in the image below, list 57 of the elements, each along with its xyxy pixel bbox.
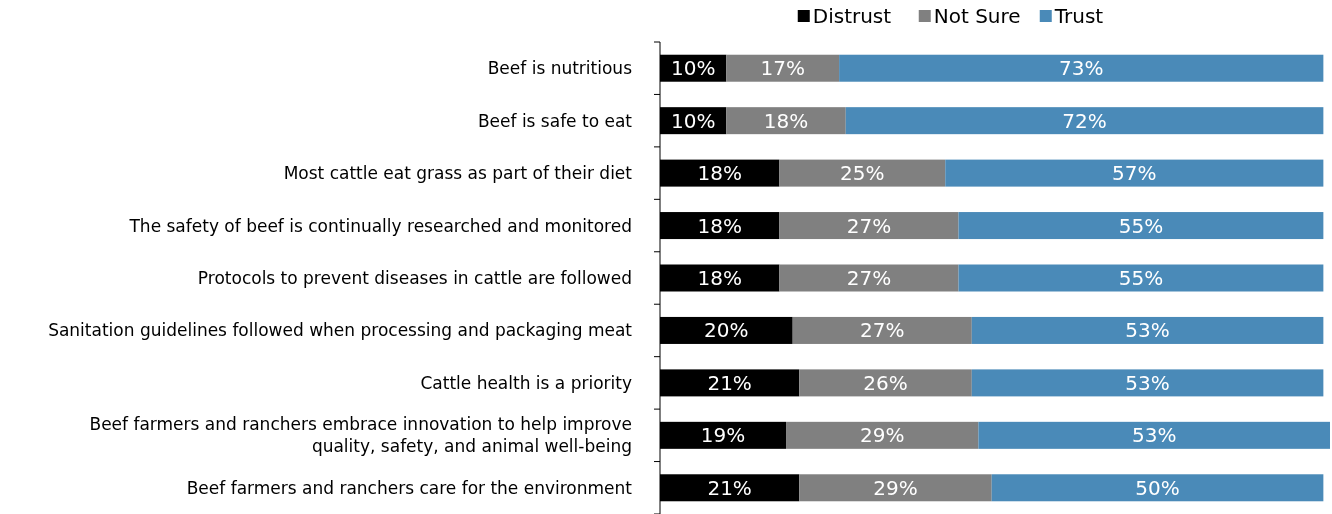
y-tick-label: The safety of beef is continually researched and monitored [128, 215, 632, 236]
bar [991, 474, 1324, 502]
y-tick-label: Most cattle eat grass as part of their diet [283, 163, 633, 184]
data-label: 53% [1131, 423, 1177, 448]
bar [799, 474, 992, 502]
bar [958, 212, 1324, 240]
bar [792, 316, 972, 344]
y-tick-label: Beef is nutritious [487, 58, 633, 79]
y-tick-label: Beef is safe to eat [477, 110, 633, 131]
data-label: 10% [670, 56, 716, 81]
data-label: 26% [863, 370, 908, 395]
data-label: 18% [697, 161, 742, 186]
y-tick-label: Sanitation guidelines followed when processing and packaging meat [48, 320, 633, 341]
bar [726, 107, 846, 135]
bar [726, 54, 840, 82]
data-label: 72% [1062, 108, 1107, 133]
bar [971, 369, 1324, 397]
bar [971, 316, 1324, 344]
data-label: 21% [707, 475, 752, 500]
legend-label: Distrust [812, 4, 892, 28]
data-label: 19% [700, 423, 746, 448]
data-label: 29% [873, 475, 918, 500]
data-label: 27% [846, 266, 892, 290]
data-label: 55% [1118, 266, 1164, 290]
bar [786, 421, 979, 449]
bar [779, 159, 946, 187]
y-tick-label: Beef farmers and ranchers embrace innovation to help improve quality, safety, and animal well-being [89, 414, 632, 457]
legend-label: Trust [1053, 4, 1104, 28]
data-label: 27% [846, 213, 892, 238]
data-label: 53% [1125, 370, 1170, 395]
data-label: 18% [697, 213, 742, 238]
data-label: 10% [670, 108, 716, 133]
y-tick-label: Protocols to prevent diseases in cattle are followed [197, 267, 632, 288]
data-label: 18% [763, 108, 809, 133]
data-label: 25% [840, 161, 885, 186]
data-label: 29% [860, 423, 905, 448]
data-label: 21% [707, 370, 752, 395]
bar [779, 264, 959, 292]
data-label: 73% [1059, 56, 1104, 81]
data-label: 17% [760, 56, 805, 81]
bar [978, 421, 1330, 449]
bar [845, 107, 1324, 135]
bar [945, 159, 1324, 187]
data-label: 53% [1125, 318, 1170, 343]
bar [958, 264, 1324, 292]
data-label: 27% [860, 318, 905, 343]
data-label: 55% [1118, 213, 1164, 238]
bar [839, 54, 1324, 82]
data-label: 50% [1135, 475, 1180, 500]
bar [799, 369, 972, 397]
data-label: 20% [704, 318, 749, 343]
data-label: 18% [697, 266, 742, 290]
legend-label: Not Sure [933, 4, 1021, 28]
y-tick-label: Cattle health is a priority [420, 372, 632, 393]
data-label: 57% [1112, 161, 1157, 186]
bar [779, 212, 959, 240]
y-tick-label: Beef farmers and ranchers care for the environment [186, 477, 633, 498]
